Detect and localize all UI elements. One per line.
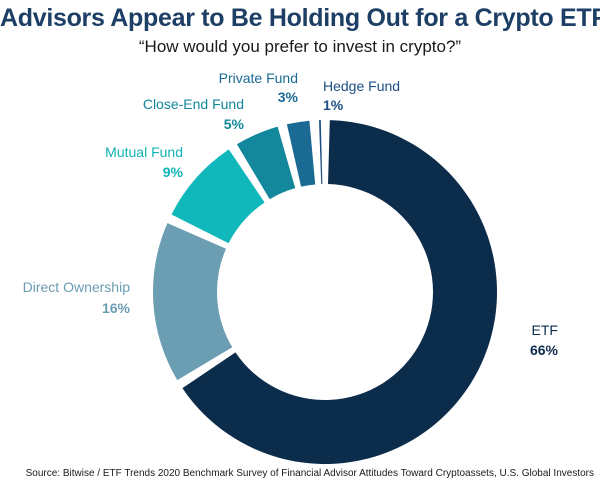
- slice-private-fund: [286, 120, 316, 187]
- label-name-3: Close-End Fund: [143, 96, 244, 112]
- slice-close-end-fund: [236, 126, 296, 200]
- slice-hedge-fund: [318, 120, 323, 185]
- label-name-5: Hedge Fund: [323, 78, 400, 94]
- label-name-1: Direct Ownership: [23, 279, 131, 295]
- label-value-2: 9%: [163, 164, 184, 180]
- chart-subtitle: “How would you prefer to invest in crypt…: [138, 37, 462, 56]
- label-name-0: ETF: [532, 322, 558, 338]
- donut-slices: [152, 120, 498, 464]
- slice-direct-ownership: [152, 223, 233, 381]
- label-value-1: 16%: [102, 300, 131, 316]
- chart-title: Advisors Appear to Be Holding Out for a …: [0, 4, 600, 32]
- label-value-0: 66%: [530, 342, 559, 358]
- source-note: Source: Bitwise / ETF Trends 2020 Benchm…: [25, 468, 594, 479]
- slice-labels: ETF 66% Direct Ownership 16% Mutual Fund 9% Cl…: [23, 70, 559, 358]
- slice-etf: [182, 120, 498, 464]
- label-value-3: 5%: [224, 116, 245, 132]
- slice-mutual-fund: [171, 149, 265, 244]
- label-name-4: Private Fund: [219, 70, 298, 86]
- label-value-5: 1%: [323, 97, 344, 113]
- label-name-2: Mutual Fund: [105, 144, 183, 160]
- label-value-4: 3%: [278, 89, 299, 105]
